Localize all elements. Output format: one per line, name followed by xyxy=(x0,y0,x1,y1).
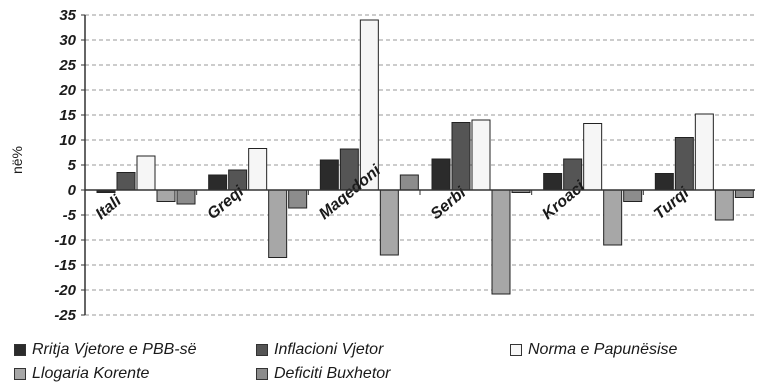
y-tick-label: 20 xyxy=(58,82,76,99)
y-tick-label: 5 xyxy=(68,157,77,174)
y-axis-label: në% xyxy=(9,146,25,174)
y-tick-label: 0 xyxy=(68,182,77,199)
legend-item-unemployment: Norma e Papunësise xyxy=(510,341,677,359)
y-tick-label: -10 xyxy=(54,232,76,249)
bar xyxy=(156,189,176,202)
bar xyxy=(714,189,734,221)
bar xyxy=(379,189,399,256)
bar xyxy=(399,174,419,191)
legend-label-current-account: Llogaria Korente xyxy=(32,365,150,382)
y-tick-label: 15 xyxy=(59,107,76,124)
bar xyxy=(694,113,714,191)
legend-swatch-inflation xyxy=(256,344,268,356)
y-tick-label: 25 xyxy=(58,57,76,74)
legend-swatch-budget-deficit xyxy=(256,368,268,380)
legend-swatch-current-account xyxy=(14,368,26,380)
bar xyxy=(543,173,563,191)
y-tick-label: -25 xyxy=(54,307,76,324)
legend-item-inflation: Inflacioni Vjetor xyxy=(256,341,510,359)
bar xyxy=(471,119,491,191)
bar xyxy=(268,189,288,258)
bar xyxy=(734,189,754,198)
legend-label-inflation: Inflacioni Vjetor xyxy=(274,341,384,358)
bar xyxy=(623,189,643,202)
legend-label-gdp-growth: Rritja Vjetore e PBB-së xyxy=(32,341,197,358)
bar xyxy=(654,173,674,191)
legend-item-current-account: Llogaria Korente xyxy=(14,365,256,383)
legend-label-unemployment: Norma e Papunësise xyxy=(528,341,678,358)
legend-label-budget-deficit: Deficiti Buxhetor xyxy=(274,365,391,382)
bar xyxy=(603,189,623,246)
bar xyxy=(176,189,196,205)
legend-item-budget-deficit: Deficiti Buxhetor xyxy=(256,365,391,383)
y-tick-label: -15 xyxy=(54,257,76,274)
bar xyxy=(491,189,511,295)
bar xyxy=(431,158,451,191)
y-tick-label: 30 xyxy=(59,32,76,49)
bar xyxy=(116,172,136,191)
bar xyxy=(136,155,156,191)
legend-item-gdp-growth: Rritja Vjetore e PBB-së xyxy=(14,341,256,359)
legend-swatch-unemployment xyxy=(510,344,522,356)
bar xyxy=(451,122,471,191)
legend: Rritja Vjetore e PBB-së Inflacioni Vjeto… xyxy=(14,338,754,386)
bar xyxy=(208,174,228,191)
bar xyxy=(319,159,339,191)
y-tick-label: -5 xyxy=(63,207,77,224)
y-tick-label: 35 xyxy=(59,7,76,24)
y-tick-label: 10 xyxy=(59,132,76,149)
x-category-label: Itali xyxy=(93,192,125,223)
bar xyxy=(674,137,694,191)
legend-swatch-gdp-growth xyxy=(14,344,26,356)
bar xyxy=(288,189,308,209)
bar xyxy=(248,148,268,191)
y-tick-label: -20 xyxy=(54,282,76,299)
bar xyxy=(583,123,603,191)
